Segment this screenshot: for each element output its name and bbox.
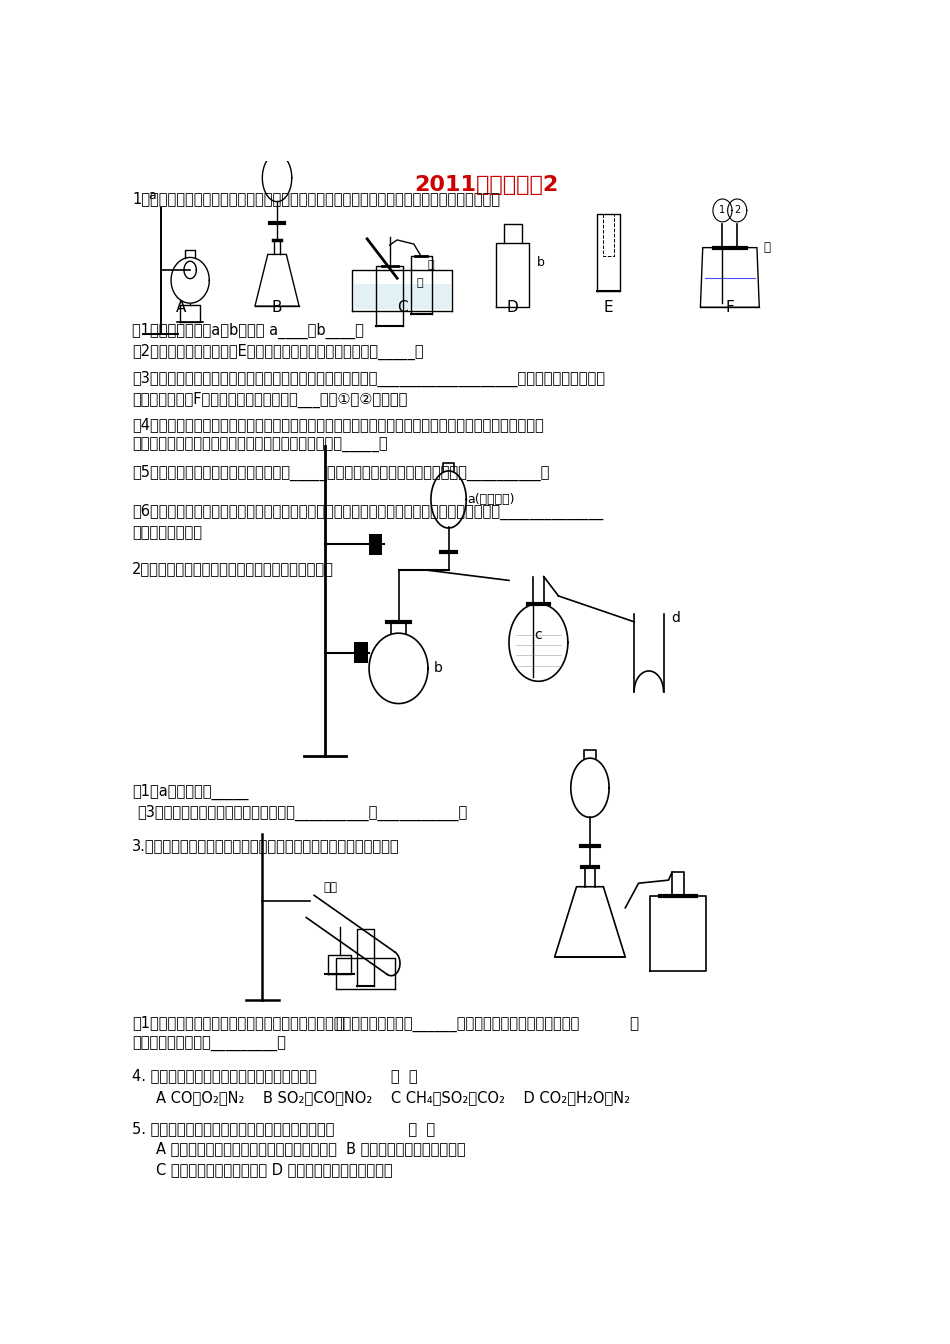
Text: 取甲烷，则实验室制取并收集甲烷应选择的装置组合是_____。: 取甲烷，则实验室制取并收集甲烷应选择的装置组合是_____。 [132,438,388,453]
Text: （1）a中的药品是_____: （1）a中的药品是_____ [132,784,248,800]
Text: E: E [603,300,613,314]
Text: a(分液漏斗): a(分液漏斗) [467,493,515,505]
Text: b: b [537,255,544,269]
Text: 乙: 乙 [630,1016,638,1031]
Bar [369,534,382,555]
Text: A CO、O₂、N₂    B SO₂、CO、NO₂    C CH₄、SO₂、CO₂    D CO₂、H₂O、N₂: A CO、O₂、N₂ B SO₂、CO、NO₂ C CH₄、SO₂、CO₂ D … [156,1090,630,1105]
Text: 水: 水 [428,259,434,270]
Text: （4）甲烷是一种无色、无味、难溶于水的气体，实验室用加热无水醋酸钠和碱石灰的固体混合物的方法制: （4）甲烷是一种无色、无味、难溶于水的气体，实验室用加热无水醋酸钠和碱石灰的固体… [132,417,543,433]
Text: （6）某同学用排水法收集一瓶氧气，将带火星的木条伸入集气瓶中，木条不复燃，原因可能是______________: （6）某同学用排水法收集一瓶氧气，将带火星的木条伸入集气瓶中，木条不复燃，原因可… [132,504,603,520]
Bar [353,285,451,309]
Text: 棉花: 棉花 [323,880,337,894]
Text: （1）乙装置收集氧气时需要用带火星的木条来验满，这是利用了氧气的______。甲、乙两种制取氧气的方法相: （1）乙装置收集氧气时需要用带火星的木条来验满，这是利用了氧气的______。甲… [132,1016,580,1032]
Text: 水: 水 [416,278,423,288]
Text: （答一条即可）。: （答一条即可）。 [132,524,202,540]
Text: 甲: 甲 [335,1016,344,1031]
Text: 1、（无锡市）某研究性学习小组欲利用下列装置进行相关气体制取的探究，请你分析并填空。: 1、（无锡市）某研究性学习小组欲利用下列装置进行相关气体制取的探究，请你分析并填… [132,192,500,207]
Text: 2: 2 [734,206,740,215]
Text: ，若用盛满水的F装置收集氧气，应从导管___（填①或②）通入。: ，若用盛满水的F装置收集氧气，应从导管___（填①或②）通入。 [132,391,408,409]
Text: D: D [506,300,519,314]
Text: 2011年化学试题2: 2011年化学试题2 [415,175,559,195]
Text: d: d [671,610,680,625]
Text: （3）请说明如何改正装置中的两处错误__________、___________。: （3）请说明如何改正装置中的两处错误__________、___________… [137,805,467,821]
Text: c: c [535,628,542,641]
Text: 4. 影响丹东地区空气质量的气体污染物主要是                （  ）: 4. 影响丹东地区空气质量的气体污染物主要是 （ ） [132,1068,418,1083]
Text: 比，乙方法的优点是_________。: 比，乙方法的优点是_________。 [132,1038,286,1052]
Text: F: F [726,300,734,314]
Text: 2．（桂林市）下图是实验室制取干燥氧气的装置：: 2．（桂林市）下图是实验室制取干燥氧气的装置： [132,560,333,577]
Text: b: b [434,661,443,676]
Text: （5）用高锰酸钾制取氧气的装置组合是_____（填序号），反应的化学式表达式为__________；: （5）用高锰酸钾制取氧气的装置组合是_____（填序号），反应的化学式表达式为_… [132,465,549,481]
Text: B: B [272,300,282,314]
Text: C 食物腐败－分子发生变化 D 酒精挥发－分子间间隔变大: C 食物腐败－分子发生变化 D 酒精挥发－分子间间隔变大 [156,1163,392,1177]
Text: C: C [397,300,408,314]
Text: 1: 1 [719,206,726,215]
Text: （3）实验室加热氯酸钾和二氧化锰制取氧气的化学式表达式是___________________，应选择的发生装置是: （3）实验室加热氯酸钾和二氧化锰制取氧气的化学式表达式是____________… [132,371,605,387]
Text: A: A [176,300,186,314]
Text: a: a [148,188,156,202]
Text: A 热胀冷缩－分子的大小随温度的变化而改变  B 花香四溢－分子不停的运动: A 热胀冷缩－分子的大小随温度的变化而改变 B 花香四溢－分子不停的运动 [156,1141,465,1157]
Bar [354,642,368,663]
Text: 3.（陕西省）下图是实验室制取氧气的两种装置，请回答下列问题。: 3.（陕西省）下图是实验室制取氧气的两种装置，请回答下列问题。 [132,839,400,853]
Text: （2）收集某气体只能采用E装置，由此推测该气体具有的性质_____；: （2）收集某气体只能采用E装置，由此推测该气体具有的性质_____； [132,344,424,360]
Text: 5. 用分子的观点对下列常见现象的解释，错误的是                （  ）: 5. 用分子的观点对下列常见现象的解释，错误的是 （ ） [132,1121,435,1136]
Text: 水: 水 [764,241,770,254]
Text: （1）写出图中仪器a、b的名称 a____，b____。: （1）写出图中仪器a、b的名称 a____，b____。 [132,323,364,339]
